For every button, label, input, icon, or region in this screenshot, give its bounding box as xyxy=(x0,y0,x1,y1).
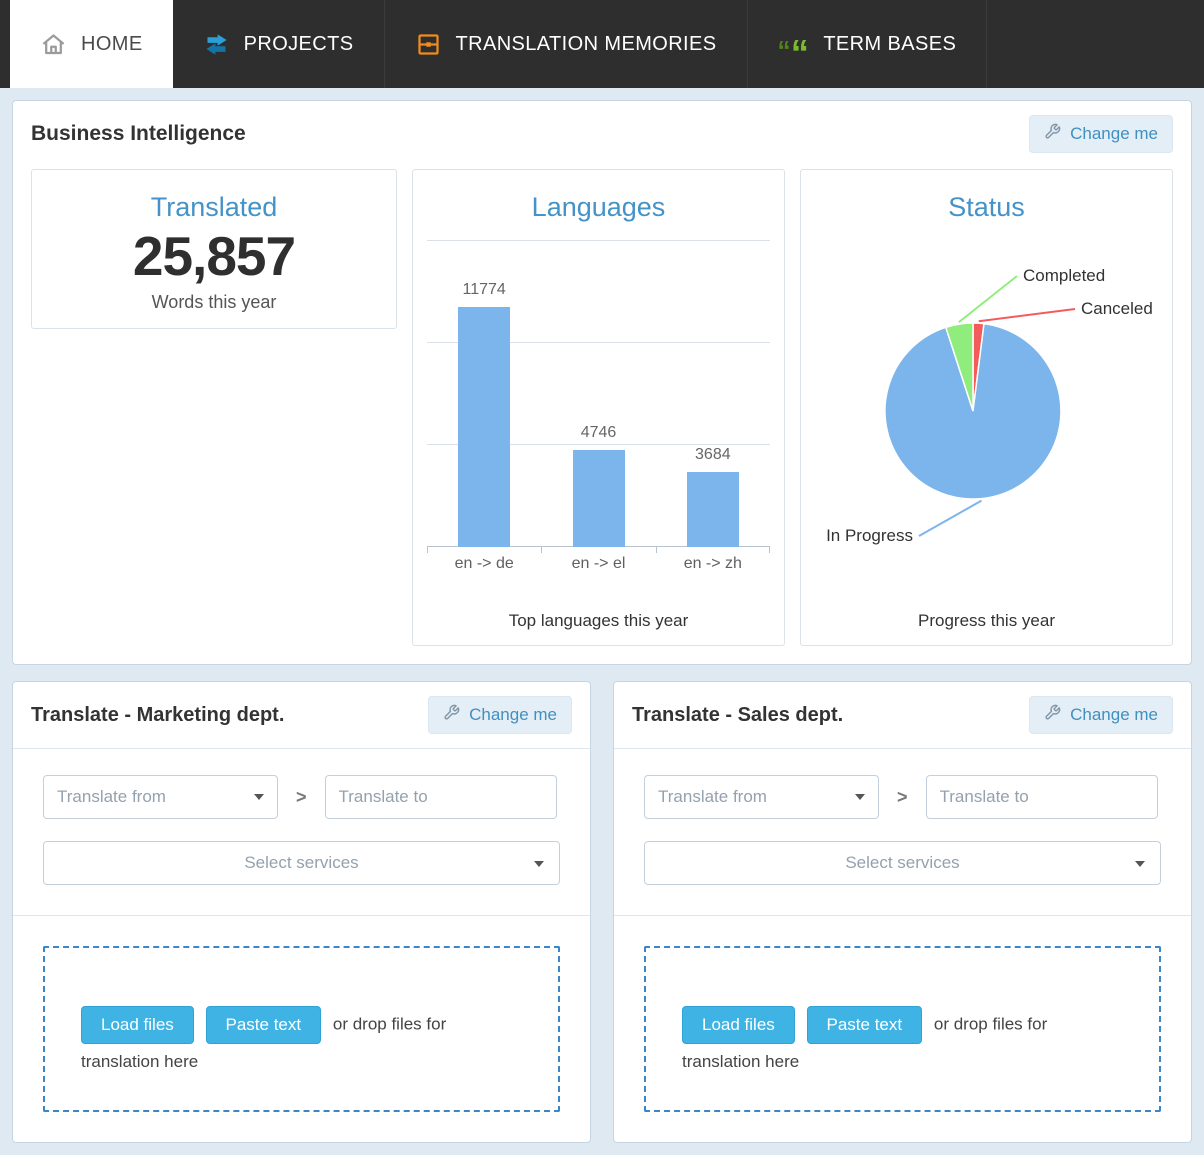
file-drop-zone[interactable]: Load files Paste text or drop files for … xyxy=(43,946,560,1112)
pie-slice-label: Completed xyxy=(1023,266,1105,285)
status-pie-chart: Canceled In Progress Completed xyxy=(826,266,1153,545)
tab-term-bases[interactable]: ““ TERM BASES xyxy=(748,0,988,88)
wrench-icon xyxy=(1044,123,1061,145)
languages-bar-chart: 11774 en -> de 4746 en -> el 3684 en -> zh xyxy=(427,240,770,572)
x-axis-tick xyxy=(655,547,657,553)
tab-translation-memories[interactable]: TRANSLATION MEMORIES xyxy=(385,0,748,88)
languages-caption: Top languages this year xyxy=(508,611,689,630)
chevron-down-icon xyxy=(254,794,264,800)
translated-title: Translated xyxy=(150,192,278,222)
change-me-label: Change me xyxy=(469,705,557,724)
top-nav: HOME PROJECTS TRANSLATION MEMORIES ““ TE… xyxy=(0,0,1204,88)
translate-from-select[interactable]: Translate from xyxy=(644,775,879,819)
home-icon xyxy=(40,31,67,58)
paste-text-button[interactable]: Paste text xyxy=(205,1006,322,1044)
tab-projects[interactable]: PROJECTS xyxy=(173,0,385,88)
translate-to-input[interactable] xyxy=(925,775,1158,819)
select-services-dropdown[interactable]: Select services xyxy=(644,841,1161,885)
chevron-down-icon xyxy=(534,861,544,867)
translate-sales-panel: Translate - Sales dept. Change me Transl… xyxy=(613,681,1192,1143)
x-axis-category-label: en -> de xyxy=(454,555,514,572)
pie-slice-label: In Progress xyxy=(826,526,913,545)
marketing-change-me-button[interactable]: Change me xyxy=(428,696,572,734)
load-files-button[interactable]: Load files xyxy=(81,1006,194,1044)
x-axis-tick xyxy=(769,547,770,553)
wrench-icon xyxy=(443,704,460,726)
pie-label-connector xyxy=(918,499,982,537)
pie-slice-in-progress xyxy=(884,322,1062,500)
pie-label-connector xyxy=(978,308,1076,323)
pie-slice-completed xyxy=(944,322,974,412)
translate-from-placeholder: Translate from xyxy=(658,787,767,806)
languages-title: Languages xyxy=(531,192,666,222)
bar-en-zh xyxy=(686,471,739,547)
tab-label: HOME xyxy=(81,32,143,55)
bi-change-me-button[interactable]: Change me xyxy=(1029,115,1173,153)
drop-hint-text: or drop files for translation here xyxy=(682,1014,1048,1071)
chevron-down-icon xyxy=(855,794,865,800)
select-services-placeholder: Select services xyxy=(244,853,359,872)
tab-home[interactable]: HOME xyxy=(10,0,173,88)
translated-subtitle: Words this year xyxy=(151,292,277,312)
x-axis-category-label: en -> el xyxy=(571,555,626,572)
change-me-label: Change me xyxy=(1070,705,1158,724)
translate-panel-title: Translate - Sales dept. xyxy=(632,703,844,726)
status-caption: Progress this year xyxy=(918,611,1055,630)
y-gridline xyxy=(427,444,770,445)
business-intelligence-panel: Business Intelligence Change me Translat… xyxy=(12,100,1192,665)
x-axis-category-label: en -> zh xyxy=(683,555,742,572)
tab-label: TRANSLATION MEMORIES xyxy=(455,32,717,55)
x-axis-tick xyxy=(541,547,543,553)
bar-en-el xyxy=(572,450,625,547)
chevron-down-icon xyxy=(1135,861,1145,867)
translation-memories-icon xyxy=(415,31,442,58)
term-bases-icon: ““ xyxy=(777,32,810,73)
tab-label: PROJECTS xyxy=(243,32,354,55)
language-direction-separator: > xyxy=(296,786,307,807)
load-files-button[interactable]: Load files xyxy=(682,1006,795,1044)
bar-value-label: 3684 xyxy=(695,445,731,463)
status-card: Status Canceled In Progress Completed Prog… xyxy=(800,169,1173,646)
translated-word-count: 25,857 xyxy=(132,225,296,287)
sales-change-me-button[interactable]: Change me xyxy=(1029,696,1173,734)
dashboard: Business Intelligence Change me Translat… xyxy=(0,88,1204,1155)
x-axis-tick xyxy=(427,547,428,553)
bar-value-label: 11774 xyxy=(462,280,506,298)
y-gridline xyxy=(427,342,770,343)
drop-hint-text: or drop files for translation here xyxy=(81,1014,447,1071)
pie-label-connector xyxy=(958,275,1018,323)
translate-marketing-panel: Translate - Marketing dept. Change me Tr… xyxy=(12,681,591,1143)
bar-value-label: 4746 xyxy=(580,424,617,442)
file-drop-zone[interactable]: Load files Paste text or drop files for … xyxy=(644,946,1161,1112)
languages-card: Languages 11774 en -> de 4746 en -> el 3684 e… xyxy=(412,169,785,646)
y-gridline xyxy=(427,240,770,241)
select-services-placeholder: Select services xyxy=(845,853,960,872)
select-services-dropdown[interactable]: Select services xyxy=(43,841,560,885)
translate-panel-title: Translate - Marketing dept. xyxy=(31,703,285,726)
translate-from-placeholder: Translate from xyxy=(57,787,166,806)
translated-card: Translated 25,857 Words this year xyxy=(31,169,397,329)
change-me-label: Change me xyxy=(1070,124,1158,143)
status-title: Status xyxy=(948,192,1025,222)
pie-slice-label: Canceled xyxy=(1081,299,1153,318)
bi-panel-title: Business Intelligence xyxy=(31,122,246,145)
projects-icon xyxy=(203,31,230,58)
paste-text-button[interactable]: Paste text xyxy=(806,1006,923,1044)
wrench-icon xyxy=(1044,704,1061,726)
translate-to-input[interactable] xyxy=(324,775,557,819)
bar-en-de xyxy=(458,306,511,547)
language-direction-separator: > xyxy=(897,786,908,807)
tab-label: TERM BASES xyxy=(823,32,957,55)
translate-from-select[interactable]: Translate from xyxy=(43,775,278,819)
